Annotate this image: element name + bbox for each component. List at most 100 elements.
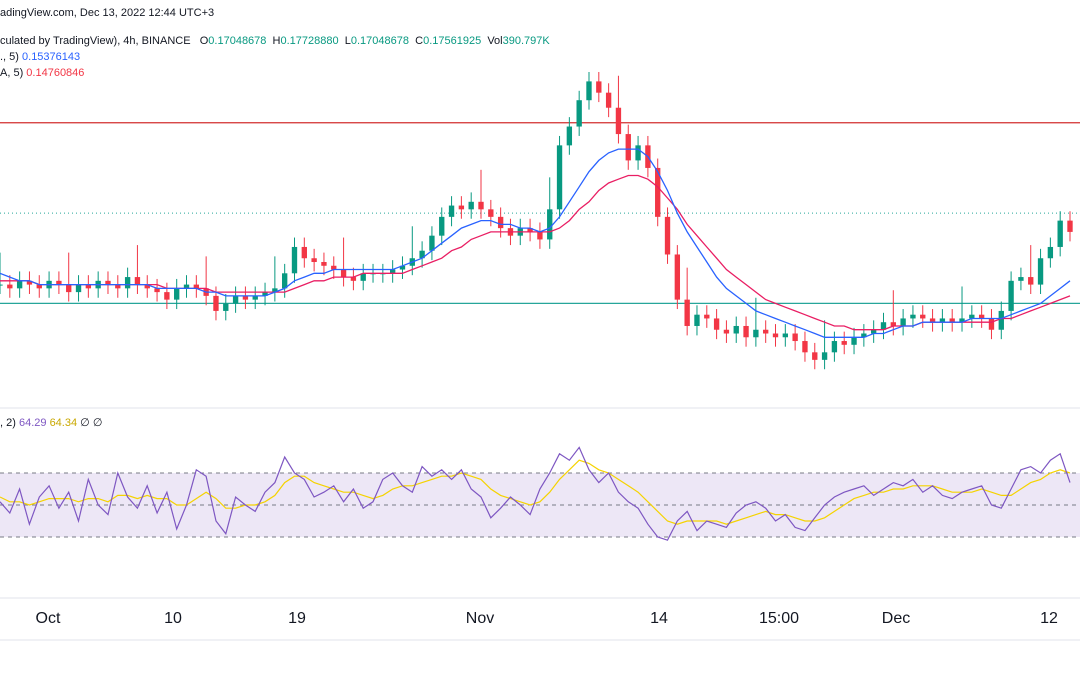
ma-fast-line bbox=[0, 148, 1071, 338]
candle-body bbox=[782, 333, 788, 338]
candle-body bbox=[193, 284, 200, 289]
chart-title: adingView.com, Dec 13, 2022 12:44 UTC+3 bbox=[0, 6, 214, 20]
candle-body bbox=[959, 318, 965, 323]
candle-body bbox=[478, 201, 484, 210]
candle-body bbox=[1067, 220, 1073, 232]
symbol-info: culated by TradingView), 4h, BINANCE bbox=[0, 35, 191, 47]
candle-body bbox=[763, 329, 769, 334]
candle-body bbox=[311, 258, 317, 263]
candle-body bbox=[733, 325, 739, 334]
candle-body bbox=[753, 329, 759, 338]
candle-body bbox=[694, 314, 700, 326]
candle-body bbox=[242, 295, 249, 300]
candle-body bbox=[920, 314, 926, 319]
candle-body bbox=[792, 333, 798, 342]
candle-body bbox=[85, 284, 92, 289]
candle-body bbox=[124, 277, 131, 289]
candle-body bbox=[949, 318, 955, 323]
open-value: 0.17048678 bbox=[208, 35, 267, 47]
candle-body bbox=[164, 292, 170, 300]
candle-body bbox=[772, 333, 779, 338]
candle-body bbox=[586, 81, 592, 101]
candle-body bbox=[340, 269, 347, 278]
x-axis-tick-label: 19 bbox=[288, 610, 306, 627]
candle-body bbox=[998, 310, 1004, 330]
candle-body bbox=[75, 284, 82, 293]
low-label: L bbox=[344, 35, 351, 47]
candle-body bbox=[389, 269, 396, 274]
rsi-value: 64.29 bbox=[18, 417, 47, 429]
candle-body bbox=[802, 341, 808, 353]
low-value: 0.17048678 bbox=[350, 35, 409, 47]
candle-body bbox=[331, 265, 337, 270]
ma-slow-line bbox=[0, 174, 1071, 331]
candle-body bbox=[1028, 277, 1034, 285]
candle-body bbox=[321, 262, 327, 266]
candle-body bbox=[7, 284, 13, 289]
candle-body bbox=[910, 314, 916, 319]
candle-body bbox=[36, 284, 42, 289]
candle-body bbox=[439, 216, 445, 236]
candle-body bbox=[291, 246, 298, 274]
candle-body bbox=[223, 303, 229, 311]
candle-body bbox=[458, 205, 465, 210]
candle-body bbox=[115, 284, 121, 289]
rsi-line bbox=[0, 446, 1071, 541]
candle-body bbox=[134, 277, 141, 285]
candle-body bbox=[812, 352, 818, 360]
close-label: C bbox=[415, 35, 424, 47]
high-label: H bbox=[272, 35, 281, 47]
ma-fast-value: 0.15376143 bbox=[22, 51, 81, 63]
rsi-ma-value: 64.34 bbox=[49, 417, 78, 429]
candle-body bbox=[929, 318, 936, 323]
candle-body bbox=[105, 280, 111, 285]
candle-body bbox=[939, 318, 946, 323]
candle-body bbox=[56, 280, 62, 285]
candle-body bbox=[154, 288, 160, 293]
candle-body bbox=[272, 288, 278, 293]
candle-body bbox=[723, 329, 730, 334]
candle-body bbox=[605, 92, 612, 108]
candle-body bbox=[26, 280, 33, 285]
candle-body bbox=[262, 292, 268, 296]
candle-body bbox=[174, 288, 180, 300]
candle-body bbox=[350, 277, 357, 281]
ohlc-legend: culated by TradingView), 4h, BINANCE O0.… bbox=[0, 34, 550, 48]
candle-body bbox=[596, 81, 602, 93]
x-axis-tick-label: 14 bbox=[650, 610, 668, 627]
candle-body bbox=[252, 295, 258, 300]
candle-body bbox=[527, 228, 533, 232]
candle-body bbox=[988, 318, 995, 330]
x-axis-tick-label: Oct bbox=[36, 610, 61, 627]
rsi-legend: , 2) 64.29 64.34 ∅ ∅ bbox=[0, 416, 102, 430]
candle-body bbox=[213, 295, 219, 311]
x-axis-tick-label: Dec bbox=[882, 610, 910, 627]
candle-body bbox=[232, 295, 239, 304]
candle-body bbox=[547, 209, 553, 240]
candle-body bbox=[576, 100, 582, 127]
candle-body bbox=[16, 280, 23, 289]
candle-body bbox=[674, 254, 681, 300]
candle-body bbox=[399, 265, 406, 270]
rsi-extra-1: ∅ bbox=[80, 417, 90, 429]
candle-body bbox=[978, 314, 985, 319]
rsi-extra-2: ∅ bbox=[92, 417, 103, 429]
candle-body bbox=[1037, 258, 1044, 285]
candle-body bbox=[0, 284, 3, 286]
candle-body bbox=[429, 235, 435, 251]
candle-body bbox=[743, 325, 749, 338]
candle-body bbox=[488, 209, 494, 217]
close-value: 0.17561925 bbox=[423, 35, 482, 47]
candle-body bbox=[144, 284, 150, 289]
ma-slow-legend: A, 5) 0.14760846 bbox=[0, 66, 84, 80]
candle-body bbox=[1047, 246, 1054, 259]
candle-body bbox=[1008, 280, 1014, 311]
candle-body bbox=[890, 322, 896, 326]
candle-body bbox=[713, 318, 720, 330]
candle-body bbox=[419, 250, 425, 259]
candle-body bbox=[537, 231, 543, 240]
candle-body bbox=[704, 314, 710, 319]
candle-body bbox=[183, 284, 190, 289]
